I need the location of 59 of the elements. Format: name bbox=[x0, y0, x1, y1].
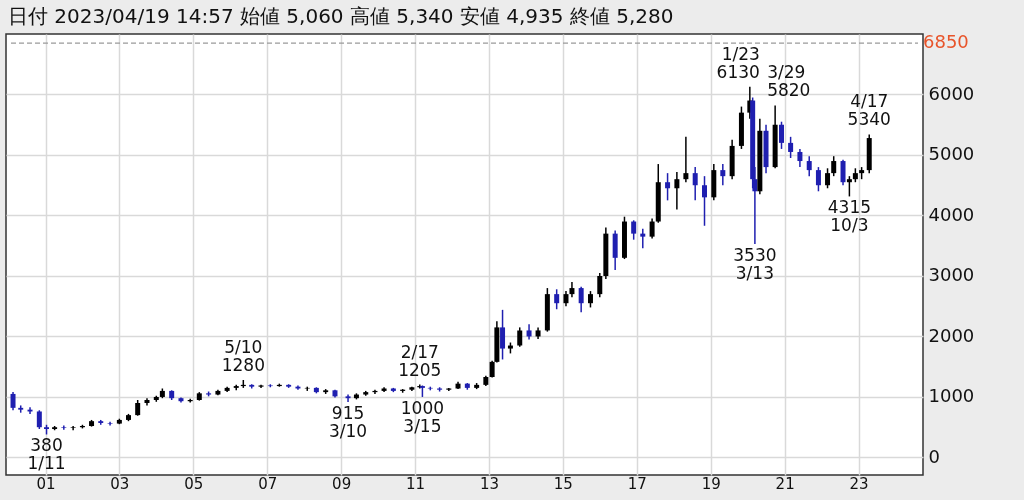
annotation: 2/17 1205 bbox=[398, 341, 442, 380]
x-tick-label: 11 bbox=[405, 474, 426, 493]
candlestick bbox=[806, 155, 812, 177]
candlestick bbox=[61, 424, 67, 431]
candlestick bbox=[683, 136, 689, 183]
candlestick bbox=[692, 166, 698, 202]
y-tick-label: 2000 bbox=[928, 324, 975, 346]
annotation: 915 3/10 bbox=[328, 403, 368, 442]
ref-line-label: 6850 bbox=[923, 31, 969, 53]
x-tick-label: 13 bbox=[479, 474, 500, 493]
candlestick bbox=[640, 228, 646, 249]
annotation: 3/29 5820 bbox=[767, 62, 811, 101]
y-tick-label: 5000 bbox=[928, 143, 975, 165]
x-tick-label: 23 bbox=[849, 474, 869, 493]
candlestick bbox=[631, 219, 637, 241]
candlestick bbox=[846, 175, 852, 198]
annotation: 5/10 1280 bbox=[221, 337, 265, 376]
x-tick-label: 05 bbox=[184, 474, 204, 493]
y-tick-label: 4000 bbox=[928, 203, 975, 225]
x-tick-label: 17 bbox=[627, 474, 647, 493]
x-tick-label: 09 bbox=[332, 474, 352, 493]
candlestick bbox=[720, 163, 726, 186]
annotation: 1000 3/15 bbox=[400, 397, 445, 436]
candlestick bbox=[825, 167, 831, 190]
x-tick-label: 03 bbox=[110, 474, 130, 493]
x-tick-label: 15 bbox=[553, 474, 573, 493]
annotation: 3530 3/13 bbox=[733, 244, 777, 283]
candlestick bbox=[674, 171, 680, 211]
candlestick bbox=[70, 425, 76, 431]
x-tick-label: 19 bbox=[701, 474, 721, 493]
candlestick bbox=[517, 326, 523, 348]
x-tick-label: 07 bbox=[258, 474, 278, 493]
y-tick-label: 3000 bbox=[928, 264, 975, 286]
candlestick bbox=[797, 148, 803, 168]
candlestick bbox=[554, 288, 560, 310]
candlestick bbox=[815, 166, 821, 193]
candlestick bbox=[788, 136, 794, 159]
candlestick bbox=[578, 286, 584, 314]
candlestick bbox=[665, 172, 671, 202]
chart-title: 日付 2023/04/19 14:57 始値 5,060 高値 5,340 安値 4,935 終値 5,280 bbox=[8, 4, 674, 28]
annotation: 380 1/11 bbox=[27, 435, 66, 474]
candlestick bbox=[10, 391, 16, 412]
x-tick-label: 01 bbox=[36, 474, 56, 493]
candlestick bbox=[779, 120, 784, 150]
annotation: 1/23 6130 bbox=[716, 43, 760, 82]
candlestick bbox=[597, 272, 603, 298]
candlestick bbox=[831, 155, 837, 177]
y-tick-label: 6000 bbox=[928, 82, 975, 104]
annotation: 4315 10/3 bbox=[827, 197, 872, 236]
candlestick bbox=[702, 175, 707, 227]
annotation: 4/17 5340 bbox=[847, 91, 891, 130]
y-tick-label: 1000 bbox=[928, 385, 975, 407]
candlestick bbox=[345, 393, 351, 403]
candlestick bbox=[36, 409, 42, 430]
candlestick bbox=[500, 309, 506, 361]
x-tick-label: 21 bbox=[775, 474, 795, 493]
candlestick bbox=[649, 217, 655, 240]
y-tick-label: 0 bbox=[928, 445, 940, 467]
candlestick bbox=[840, 159, 846, 186]
